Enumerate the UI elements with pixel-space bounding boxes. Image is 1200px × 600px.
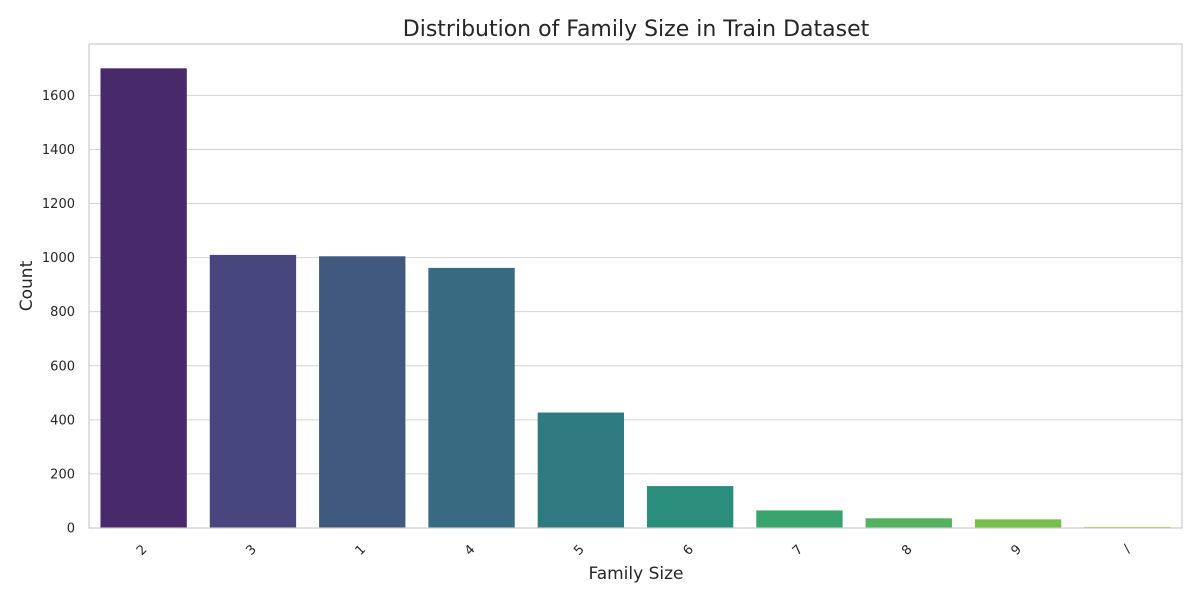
bar xyxy=(319,256,406,528)
bar xyxy=(756,510,843,528)
x-tick-label: 2 xyxy=(134,542,150,558)
y-tick-label: 1400 xyxy=(42,143,75,158)
plot-frame xyxy=(88,43,1183,529)
y-tick-label: 200 xyxy=(50,467,75,482)
y-axis-label: Count xyxy=(17,260,37,311)
x-tick-label: 4 xyxy=(462,542,478,558)
bar xyxy=(865,518,952,528)
y-tick-label: 1000 xyxy=(42,251,75,266)
y-tick-label: 1200 xyxy=(42,197,75,212)
y-axis-ticks: 0 200 400 600 800 1000 1200 1400 1600 xyxy=(42,89,75,537)
bar xyxy=(209,254,297,528)
x-axis-ticks: 2 3 1 4 5 6 7 8 9 / xyxy=(134,542,1135,559)
x-tick-label: 8 xyxy=(899,542,915,558)
y-tick-label: 1600 xyxy=(42,89,75,104)
bar xyxy=(974,519,1062,528)
bars xyxy=(100,68,1171,528)
bar xyxy=(100,68,187,528)
chart-title: Distribution of Family Size in Train Dat… xyxy=(403,17,870,42)
y-tick-label: 600 xyxy=(50,359,75,374)
x-tick-label: / xyxy=(1120,542,1134,556)
x-tick-label: 3 xyxy=(243,542,259,558)
x-tick-label: 9 xyxy=(1008,542,1024,558)
y-tick-label: 400 xyxy=(50,413,75,428)
bar xyxy=(537,412,625,528)
bar xyxy=(646,486,734,528)
bar xyxy=(428,267,515,528)
x-tick-label: 1 xyxy=(353,542,369,558)
x-axis-label: Family Size xyxy=(588,564,683,584)
y-tick-label: 0 xyxy=(67,522,75,537)
y-tick-label: 800 xyxy=(50,305,75,320)
x-tick-label: 7 xyxy=(790,542,806,558)
x-tick-label: 6 xyxy=(681,542,697,558)
x-tick-label: 5 xyxy=(571,542,587,558)
